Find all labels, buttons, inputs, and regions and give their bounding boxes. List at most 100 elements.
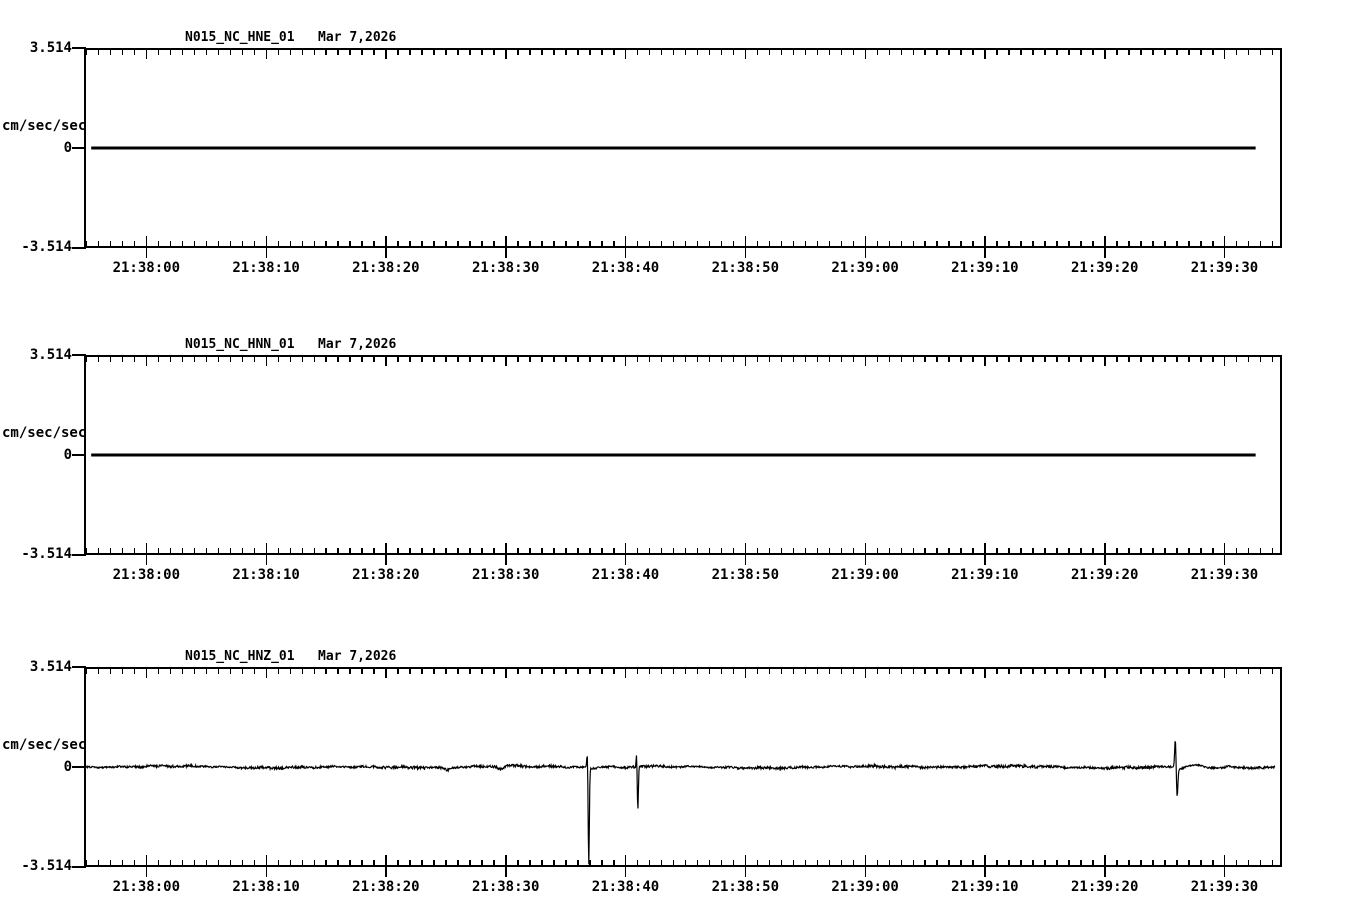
x-minor-tick-bottom <box>169 548 172 555</box>
x-minor-tick-top <box>133 355 136 362</box>
x-axis-tick-label: 21:38:50 <box>711 567 779 583</box>
x-minor-tick-top <box>708 667 711 674</box>
y-axis-unit-label: cm/sec/sec <box>2 737 87 753</box>
x-minor-tick-bottom <box>840 241 843 248</box>
x-minor-tick-top <box>960 355 962 362</box>
x-minor-tick-top <box>397 355 399 362</box>
x-minor-tick-top <box>469 667 471 674</box>
x-minor-tick-bottom <box>1200 548 1202 555</box>
x-major-tick-bottom <box>385 855 387 877</box>
x-minor-tick-bottom <box>253 548 256 555</box>
x-minor-tick-top <box>840 48 843 55</box>
x-major-tick-bottom <box>624 236 627 258</box>
x-major-tick-top <box>864 48 867 59</box>
x-minor-tick-top <box>1188 355 1190 362</box>
x-minor-tick-bottom <box>1152 860 1154 867</box>
x-minor-tick-top <box>648 355 651 362</box>
x-axis-tick-label: 21:39:30 <box>1190 260 1259 276</box>
x-minor-tick-top <box>816 667 819 674</box>
x-minor-tick-bottom <box>816 860 819 867</box>
x-minor-tick-top <box>972 355 974 362</box>
x-major-tick-bottom <box>984 855 986 877</box>
x-minor-tick-bottom <box>1092 241 1094 248</box>
x-minor-tick-bottom <box>397 241 399 248</box>
x-minor-tick-bottom <box>1116 548 1118 555</box>
x-minor-tick-top <box>445 355 447 362</box>
x-minor-tick-top <box>1056 355 1058 362</box>
x-minor-tick-top <box>457 667 459 674</box>
x-minor-tick-top <box>972 667 974 674</box>
x-minor-tick-bottom <box>768 241 771 248</box>
x-minor-tick-top <box>912 48 915 55</box>
x-minor-tick-top <box>169 48 172 55</box>
x-minor-tick-bottom <box>421 241 423 248</box>
x-minor-tick-bottom <box>169 241 172 248</box>
x-minor-tick-bottom <box>876 548 879 555</box>
x-minor-tick-bottom <box>1140 860 1142 867</box>
x-minor-tick-bottom <box>1164 241 1166 248</box>
x-minor-tick-bottom <box>1044 241 1046 248</box>
x-minor-tick-bottom <box>229 241 232 248</box>
x-minor-tick-bottom <box>972 241 974 248</box>
x-minor-tick-bottom <box>241 241 244 248</box>
x-minor-tick-top <box>1247 355 1250 362</box>
x-minor-tick-bottom <box>469 860 471 867</box>
x-minor-tick-top <box>277 667 280 674</box>
x-minor-tick-top <box>433 48 435 55</box>
x-minor-tick-top <box>636 48 639 55</box>
x-minor-tick-bottom <box>708 241 711 248</box>
x-minor-tick-bottom <box>553 241 555 248</box>
x-minor-tick-bottom <box>996 241 998 248</box>
x-minor-tick-top <box>445 667 447 674</box>
x-minor-tick-top <box>517 667 519 674</box>
x-minor-tick-bottom <box>936 860 938 867</box>
x-minor-tick-bottom <box>613 241 615 248</box>
x-axis-tick-label: 21:38:30 <box>471 567 540 583</box>
x-minor-tick-bottom <box>1259 241 1262 248</box>
x-minor-tick-top <box>481 48 483 55</box>
x-major-tick-top <box>624 667 627 678</box>
x-minor-tick-bottom <box>1128 860 1130 867</box>
x-major-tick-bottom <box>744 543 747 565</box>
x-major-tick-bottom <box>984 236 986 258</box>
x-axis-tick-label: 21:38:40 <box>591 879 660 895</box>
x-minor-tick-bottom <box>1259 860 1262 867</box>
x-minor-tick-bottom <box>852 860 855 867</box>
x-minor-tick-top <box>900 355 903 362</box>
x-major-tick-top <box>744 355 747 366</box>
plot-area <box>84 667 1282 867</box>
x-minor-tick-top <box>109 667 112 674</box>
x-minor-tick-bottom <box>1247 241 1250 248</box>
x-minor-tick-top <box>421 355 423 362</box>
y-tick-zero <box>72 454 86 456</box>
x-minor-tick-top <box>1235 667 1238 674</box>
x-minor-tick-bottom <box>301 241 304 248</box>
x-minor-tick-bottom <box>1092 860 1094 867</box>
x-minor-tick-bottom <box>1247 548 1250 555</box>
waveform-trace-hnn <box>91 453 1256 457</box>
y-axis-zero-label: 0 <box>63 447 72 463</box>
x-minor-tick-top <box>1092 667 1094 674</box>
x-minor-tick-top <box>457 48 459 55</box>
x-minor-tick-bottom <box>313 241 316 248</box>
x-minor-tick-top <box>660 667 663 674</box>
x-minor-tick-bottom <box>1020 548 1022 555</box>
x-minor-tick-top <box>1008 48 1010 55</box>
x-minor-tick-bottom <box>1092 548 1094 555</box>
x-minor-tick-bottom <box>1271 548 1274 555</box>
x-minor-tick-top <box>97 48 100 55</box>
x-minor-tick-bottom <box>589 548 591 555</box>
x-major-tick-top <box>265 667 268 678</box>
x-axis-tick-label: 21:38:30 <box>471 260 540 276</box>
x-major-tick-top <box>505 48 507 59</box>
x-minor-tick-bottom <box>325 241 327 248</box>
x-minor-tick-top <box>1020 48 1022 55</box>
x-minor-tick-top <box>996 355 998 362</box>
x-minor-tick-bottom <box>157 241 160 248</box>
y-axis-max-label: 3.514 <box>29 40 72 56</box>
x-minor-tick-top <box>121 667 124 674</box>
x-minor-tick-top <box>577 48 579 55</box>
